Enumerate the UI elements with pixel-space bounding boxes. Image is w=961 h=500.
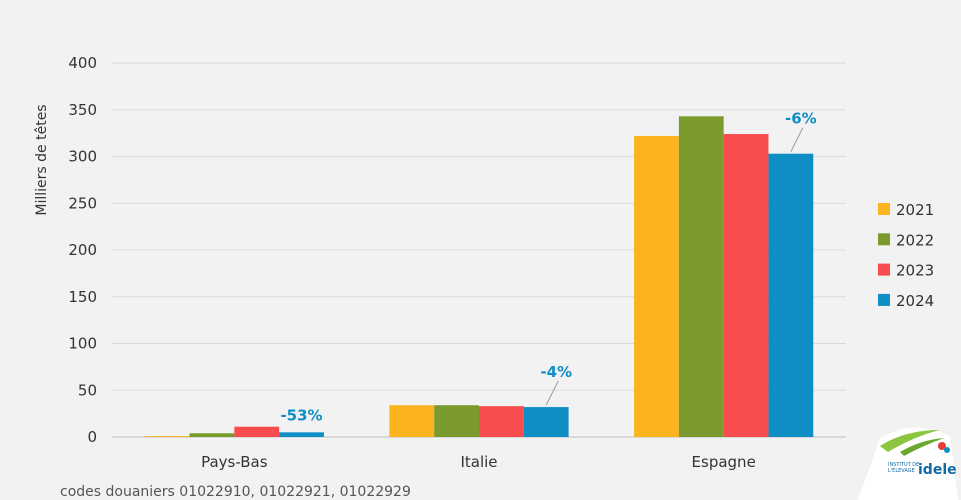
bar-italie-2021 (389, 405, 435, 437)
bar-italie-2024 (523, 407, 569, 437)
y-tick-label: 400 (68, 54, 97, 72)
y-axis-ticks: 0 50 100 150 200 250 300 350 400 (68, 54, 97, 446)
x-category-label: Italie (460, 453, 497, 471)
logo-brand: idele (918, 462, 957, 478)
bar-espagne-2024 (768, 153, 814, 437)
legend-swatch-2021 (878, 203, 890, 215)
legend-label-2021: 2021 (896, 201, 934, 219)
bar-pays-bas-2023 (234, 426, 280, 437)
annotations: -53% -4% -6% (280, 110, 816, 425)
gridlines (112, 62, 846, 438)
y-tick-label: 50 (78, 381, 97, 399)
legend: 2021 2022 2023 2024 (878, 201, 934, 310)
legend-swatch-2024 (878, 293, 890, 306)
bar-espagne-2023 (723, 134, 769, 437)
y-tick-label: 0 (87, 428, 97, 446)
footnote: codes douaniers 01022910, 01022921, 0102… (60, 484, 411, 500)
bar-pays-bas-2024 (279, 432, 324, 437)
annotation-label: -4% (540, 363, 572, 381)
legend-label-2024: 2024 (896, 292, 934, 310)
bar-espagne-2022 (678, 116, 724, 438)
y-tick-label: 350 (68, 101, 97, 119)
x-category-label: Espagne (692, 453, 756, 471)
bar-italie-2022 (434, 405, 479, 437)
annotation-label: -53% (280, 406, 322, 424)
legend-swatch-2023 (878, 263, 890, 276)
legend-label-2022: 2022 (896, 231, 934, 249)
x-axis-categories: Pays-Bas Italie Espagne (201, 453, 756, 471)
legend-swatch-2022 (878, 233, 890, 246)
bar-pays-bas-2021 (144, 436, 190, 437)
bar-espagne-2021 (634, 135, 679, 437)
y-axis-title: Milliers de têtes (34, 104, 50, 215)
y-tick-label: 100 (68, 335, 97, 353)
y-tick-label: 200 (68, 241, 97, 259)
bars (144, 116, 814, 438)
logo-text-line2: L'ÉLEVAGE (888, 466, 915, 474)
annotation-leader (545, 380, 559, 406)
legend-label-2023: 2023 (896, 262, 934, 280)
bar-italie-2023 (479, 406, 524, 437)
x-category-label: Pays-Bas (201, 453, 268, 471)
y-tick-label: 150 (68, 288, 97, 306)
bar-pays-bas-2022 (189, 433, 235, 437)
logo-text-line1: INSTITUT DE (888, 462, 919, 468)
annotation-leader (790, 127, 804, 152)
annotation-label: -6% (785, 110, 817, 128)
idele-logo: INSTITUT DE L'ÉLEVAGE idele (858, 427, 958, 500)
y-tick-label: 300 (68, 148, 97, 166)
y-tick-label: 250 (68, 194, 97, 212)
